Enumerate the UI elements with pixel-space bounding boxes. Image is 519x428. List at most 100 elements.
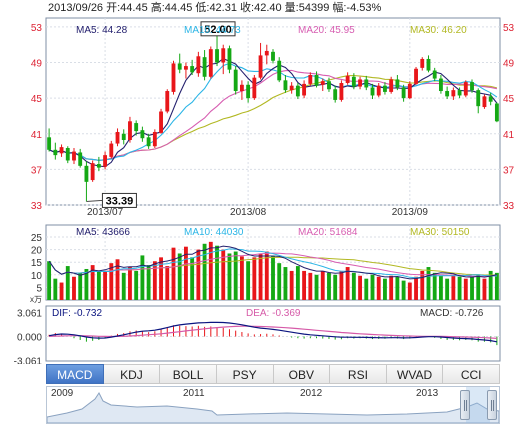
volume-bar — [177, 253, 182, 300]
time-navigator[interactable]: 2009 2011 2012 2013 — [46, 386, 500, 424]
price-ma30-line — [48, 74, 498, 161]
tab-rsi[interactable]: RSI — [330, 364, 387, 384]
volume-bar — [308, 272, 313, 300]
volume-bar — [494, 272, 499, 300]
volume-bar — [320, 270, 325, 300]
volume-bar — [407, 282, 412, 300]
volume-bar — [302, 270, 307, 300]
navigator-selected-window[interactable] — [466, 387, 490, 423]
tab-psy[interactable]: PSY — [216, 364, 274, 384]
candle-body — [109, 143, 114, 157]
candle-body — [159, 111, 163, 133]
volume-bar — [190, 257, 195, 300]
macd-value-label: MACD: -0.726 — [420, 308, 484, 319]
macd-dif-label: DIF: -0.732 — [52, 308, 102, 319]
volume-bar — [482, 278, 487, 300]
candle-body — [333, 89, 338, 100]
volume-bar — [196, 249, 201, 300]
macd-panel-frame — [45, 305, 501, 362]
volume-bar — [140, 255, 145, 300]
navigator-year-2013: 2013 — [416, 388, 439, 399]
tab-obv[interactable]: OBV — [273, 364, 331, 384]
navigator-right-handle[interactable] — [487, 390, 497, 420]
volume-tick: 25 — [31, 233, 43, 244]
candle-body — [339, 83, 344, 100]
volume-bar — [445, 278, 450, 300]
volume-bar — [277, 263, 282, 300]
volume-bar — [470, 276, 474, 300]
candle-body — [320, 81, 325, 85]
tab-boll[interactable]: BOLL — [160, 364, 217, 384]
volume-bar — [53, 278, 58, 300]
volume-bar — [420, 270, 425, 300]
candle-body — [476, 90, 481, 107]
candle-body — [140, 130, 145, 139]
volume-bar — [438, 275, 443, 300]
volume-bar — [283, 267, 288, 300]
volume-bar — [121, 272, 126, 300]
candle-body — [420, 58, 425, 68]
candle-body — [78, 152, 83, 166]
volume-bar — [78, 272, 83, 300]
volume-bar — [90, 265, 95, 300]
candle-body — [121, 133, 126, 140]
candle-body — [227, 48, 232, 70]
candle-body — [289, 85, 294, 91]
candle-body — [401, 87, 406, 99]
volume-bar — [370, 274, 375, 300]
volume-bar — [84, 268, 89, 300]
quote-header: 2013/09/26 开:44.45 高:44.45 低:42.31 收:42.… — [48, 0, 381, 14]
volume-bar — [432, 272, 437, 300]
candle-body — [488, 96, 493, 102]
navigator-year-2012: 2012 — [300, 388, 323, 399]
navigator-left-handle[interactable] — [460, 390, 470, 420]
candle-body — [494, 103, 499, 122]
volume-ma30-label: MA30: 50150 — [410, 227, 470, 238]
price-ma20-label: MA20: 45.95 — [298, 25, 355, 36]
volume-bar — [395, 276, 400, 300]
volume-bar — [233, 251, 238, 300]
candle-body — [171, 63, 176, 92]
candle-body — [239, 84, 244, 92]
volume-bar — [426, 267, 431, 300]
candle-body — [196, 56, 201, 74]
candle-body — [246, 84, 251, 99]
volume-bar — [159, 257, 163, 300]
volume-bar — [271, 256, 275, 300]
volume-bar — [103, 270, 108, 300]
high-callout-box — [200, 21, 236, 37]
volume-ma5-line — [48, 245, 497, 280]
macd-dif-line — [48, 321, 498, 343]
volume-bar — [376, 276, 381, 300]
candle-body — [202, 57, 207, 77]
volume-bar — [351, 272, 356, 300]
candle-body — [308, 74, 313, 84]
tab-wvad[interactable]: WVAD — [386, 364, 444, 384]
volume-bar — [202, 243, 207, 300]
volume-tick: 20 — [31, 246, 43, 257]
price-ma10-label: MA10: 44.73 — [184, 25, 241, 36]
macd-dea-label: DEA: -0.369 — [246, 308, 301, 319]
candle-body — [208, 49, 213, 77]
candle-body — [414, 68, 418, 84]
volume-bar — [134, 270, 139, 300]
volume-bar — [457, 276, 462, 300]
tab-kdj[interactable]: KDJ — [103, 364, 161, 384]
price-panel-frame — [45, 17, 501, 206]
tab-cci[interactable]: CCI — [443, 364, 500, 384]
volume-bar — [239, 256, 244, 300]
candle-body — [252, 77, 257, 99]
navigator-year-2011: 2011 — [183, 388, 205, 399]
candle-body — [184, 66, 188, 70]
volume-bar — [345, 267, 350, 300]
candle-body — [295, 85, 300, 97]
tab-macd[interactable]: MACD — [46, 364, 104, 384]
volume-bar — [383, 278, 387, 300]
volume-bar — [96, 270, 101, 300]
volume-bar — [314, 274, 319, 300]
candle-body — [177, 63, 182, 70]
candle-body — [128, 121, 132, 140]
volume-bar — [414, 276, 418, 300]
price-tick-right: 49 — [503, 59, 515, 70]
